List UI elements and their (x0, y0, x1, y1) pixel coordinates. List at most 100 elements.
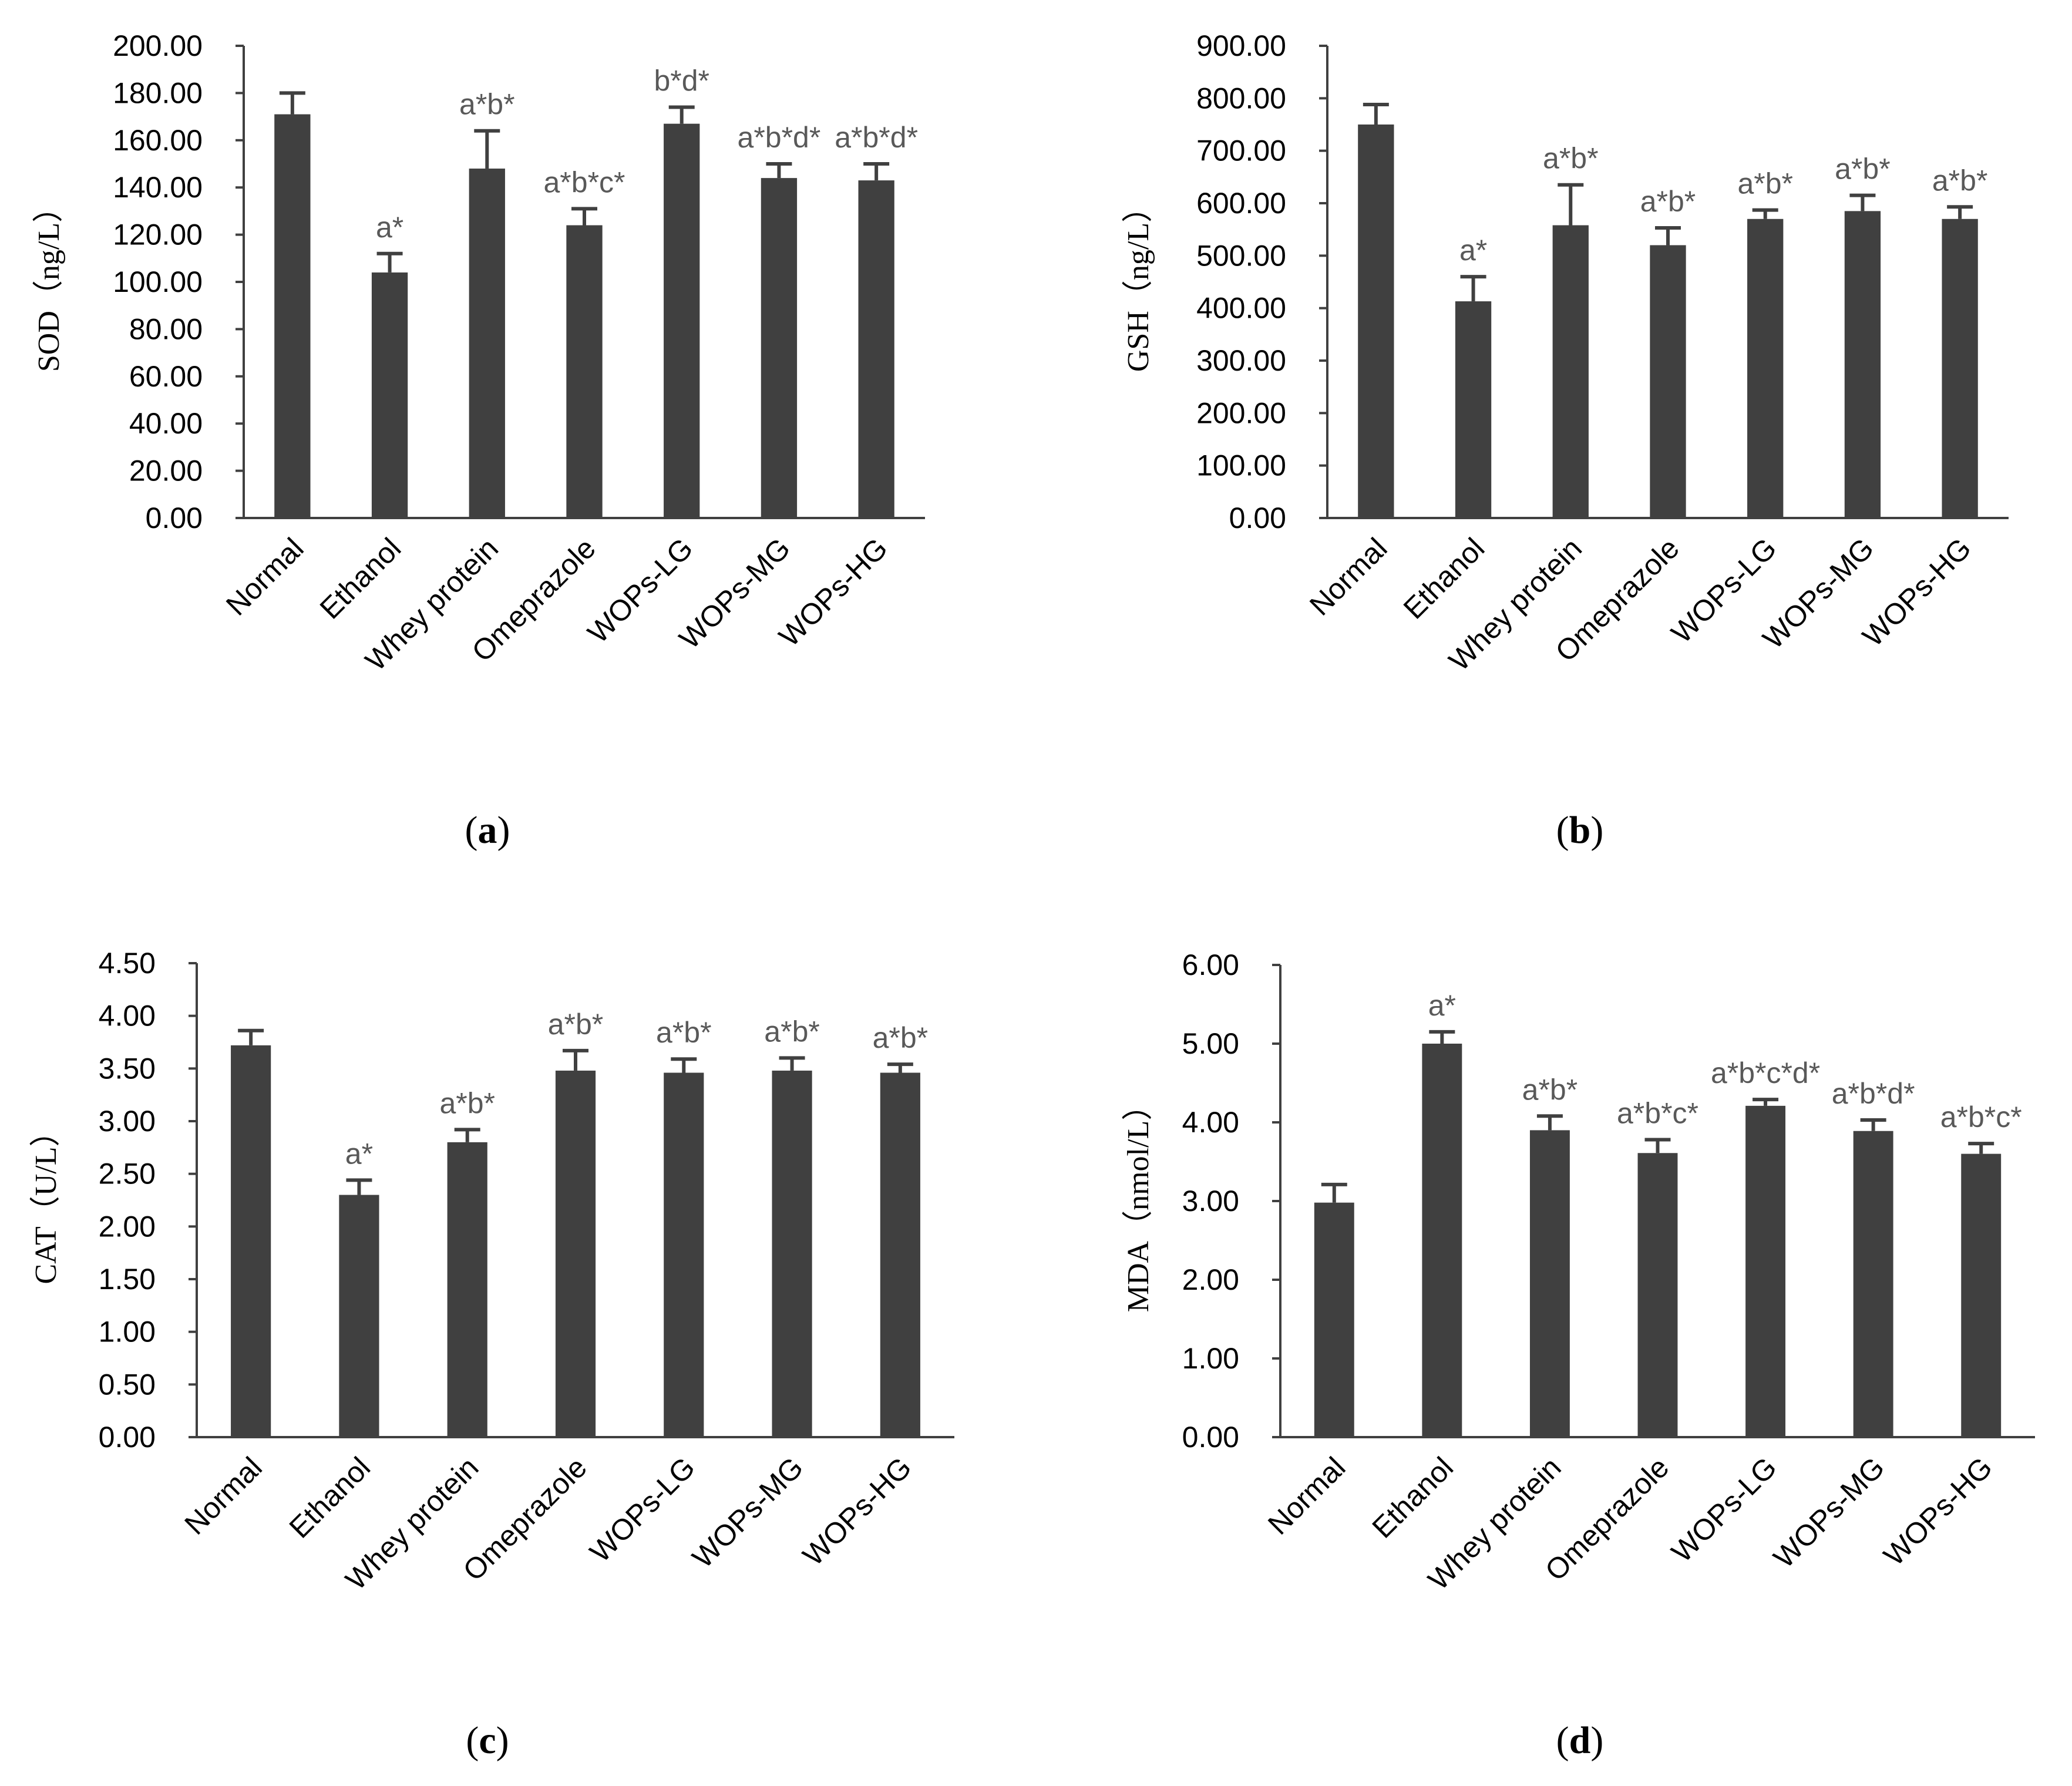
y-tick-label: 1.00 (99, 1316, 156, 1348)
y-tick-label: 400.00 (1196, 292, 1286, 325)
bar-wops-lg (664, 1072, 704, 1437)
category-label: WOPs-MG (1767, 1451, 1891, 1574)
y-tick-label: 500.00 (1196, 239, 1286, 272)
significance-label: a*b*d* (835, 121, 918, 154)
bar-ethanol (339, 1195, 379, 1437)
significance-label: a*b*d* (738, 121, 821, 154)
bar-ethanol (1422, 1044, 1462, 1437)
chart-panel-d: 0.00 1.00 2.00 3.00 4.00 5.00 6.00 MDA（nmol/L） N… (1122, 949, 2035, 1762)
significance-label: a*b*c*d* (1711, 1057, 1820, 1089)
category-label: WOPs-LG (583, 1451, 701, 1569)
y-tick-label: 180.00 (113, 76, 203, 109)
y-tick-label: 100.00 (1196, 449, 1286, 482)
significance-label: a*b* (548, 1008, 604, 1041)
y-tick-label: 40.00 (129, 407, 203, 440)
y-tick-label: 0.50 (99, 1368, 156, 1401)
bar-normal (1358, 125, 1394, 518)
significance-label: a*b* (1543, 142, 1599, 175)
y-tick-label: 0.00 (1182, 1421, 1239, 1454)
y-tick-label: 140.00 (113, 171, 203, 204)
y-tick-label: 0.00 (146, 502, 203, 534)
chart-panel-b: 0.00 100.00 200.00 300.00 400.00 500.00 600.00… (1122, 29, 2009, 852)
bar-wops-hg (1942, 218, 1978, 518)
significance-label: a*b*d* (1832, 1077, 1915, 1110)
category-label: Normal (178, 1451, 268, 1541)
bar-wops-hg (880, 1072, 920, 1437)
significance-label: a*b* (1737, 167, 1793, 200)
y-tick-label: 0.00 (1229, 502, 1286, 534)
y-axis-title: MDA（nmol/L） (1122, 1090, 1155, 1312)
y-tick-label: 2.00 (99, 1210, 156, 1243)
significance-label: a*b* (873, 1021, 929, 1054)
y-tick-label: 4.00 (99, 1000, 156, 1032)
panel-label: (b) (1556, 809, 1604, 852)
significance-label: a*b* (459, 88, 515, 121)
bar-wops-hg (858, 180, 894, 518)
bar-wops-mg (1844, 211, 1881, 518)
y-tick-label: 4.50 (99, 947, 156, 980)
category-label: WOPs-LG (1665, 1451, 1783, 1569)
panel-label: (c) (466, 1719, 509, 1762)
y-tick-label: 3.00 (99, 1105, 156, 1138)
bar-wops-lg (1745, 1105, 1786, 1437)
category-label: Ethanol (1397, 532, 1491, 625)
chart-panel-c: 0.00 0.50 1.00 1.50 2.00 2.50 3.00 3.50 4.00 4.50… (29, 947, 954, 1762)
y-tick-label: 800.00 (1196, 82, 1286, 115)
category-label: WOPs-HG (1877, 1451, 1999, 1572)
y-tick-label: 6.00 (1182, 949, 1239, 981)
y-tick-label: 4.00 (1182, 1106, 1239, 1139)
significance-label: a*b* (1640, 185, 1696, 218)
y-tick-label: 3.50 (99, 1052, 156, 1085)
category-label: Normal (1303, 532, 1394, 622)
panel-label: (d) (1556, 1719, 1604, 1762)
y-axis-title: GSH（ng/L） (1122, 192, 1155, 372)
bar-normal (1314, 1202, 1354, 1437)
bar-wops-hg (1961, 1153, 2002, 1437)
significance-label: a*b* (1932, 164, 1988, 197)
bar-ethanol (371, 272, 408, 518)
y-tick-label: 900.00 (1196, 29, 1286, 62)
significance-label: a*b*c* (1940, 1101, 2022, 1134)
significance-label: a* (376, 211, 403, 244)
significance-label: a* (1428, 989, 1456, 1022)
bar-whey-protein (469, 169, 505, 518)
y-tick-label: 200.00 (113, 29, 203, 62)
significance-label: a* (345, 1137, 373, 1170)
significance-label: a*b* (439, 1087, 495, 1119)
category-label: Ethanol (314, 532, 408, 625)
y-tick-label: 5.00 (1182, 1027, 1239, 1060)
bar-wops-mg (1853, 1131, 1893, 1437)
chart-panel-a: 0.00 20.00 40.00 60.00 80.00 100.00 120.00 140.… (32, 29, 925, 852)
y-tick-label: 120.00 (113, 218, 203, 251)
y-tick-label: 300.00 (1196, 344, 1286, 377)
y-tick-label: 600.00 (1196, 187, 1286, 220)
bar-omeprazole (566, 225, 603, 518)
y-tick-label: 2.00 (1182, 1263, 1239, 1296)
y-tick-label: 200.00 (1196, 396, 1286, 429)
category-label: Normal (1262, 1451, 1352, 1541)
bar-wops-lg (1747, 218, 1784, 518)
category-label: WOPs-HG (796, 1451, 918, 1572)
bar-whey-protein (447, 1142, 487, 1437)
category-label: WOPs-MG (686, 1451, 809, 1574)
bar-ethanol (1455, 301, 1492, 518)
significance-label: a*b*c* (544, 166, 625, 199)
y-tick-label: 1.50 (99, 1263, 156, 1296)
category-label: Normal (220, 532, 310, 622)
bar-whey-protein (1552, 225, 1589, 518)
y-axis-title: CAT（U/L） (29, 1116, 63, 1284)
y-tick-label: 100.00 (113, 265, 203, 298)
bar-whey-protein (1529, 1130, 1570, 1437)
category-label: Ethanol (1366, 1451, 1460, 1545)
y-tick-label: 60.00 (129, 360, 203, 393)
significance-label: a*b* (656, 1016, 712, 1049)
significance-label: a*b* (764, 1015, 820, 1048)
bar-wops-lg (664, 123, 700, 518)
bar-wops-mg (772, 1070, 812, 1437)
bar-omeprazole (1650, 245, 1686, 518)
y-tick-label: 160.00 (113, 124, 203, 157)
significance-label: a*b*c* (1617, 1097, 1698, 1129)
bar-normal (231, 1045, 271, 1437)
bar-omeprazole (555, 1070, 596, 1437)
